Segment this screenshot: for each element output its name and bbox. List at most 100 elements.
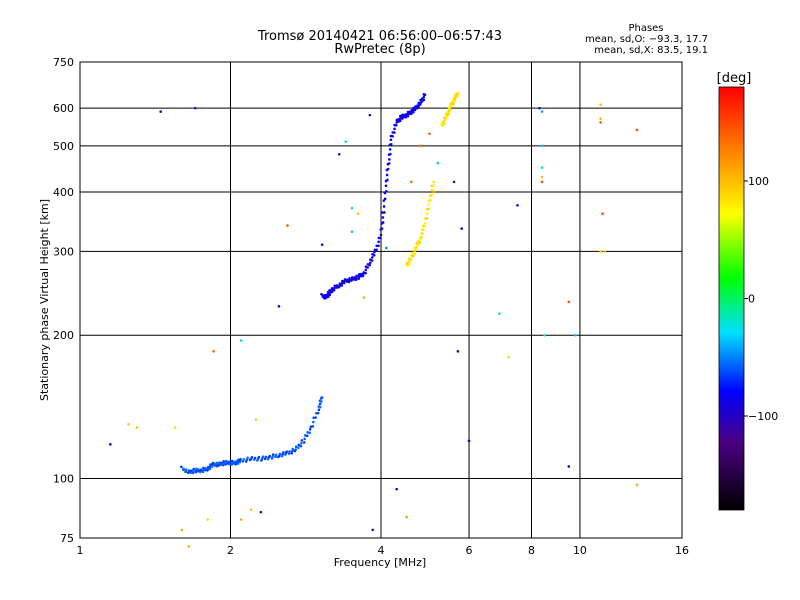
scattered-echo-point — [239, 518, 243, 521]
echo-trace-point — [443, 122, 446, 126]
echo-trace-point — [338, 284, 341, 288]
echo-trace-point — [422, 98, 426, 102]
phase-colorbar: [deg] 100 0 −100 — [717, 71, 778, 511]
echo-trace-point — [361, 274, 365, 278]
echo-trace-point — [359, 272, 363, 276]
x-tick-label: 10 — [573, 544, 587, 557]
echo-trace-point — [182, 467, 185, 471]
echo-trace-point — [187, 469, 191, 472]
echo-trace-point — [368, 261, 372, 265]
echo-trace-point — [209, 463, 212, 466]
x-axis-label: Frequency [MHz] — [334, 556, 426, 569]
y-tick-label: 600 — [53, 102, 74, 115]
echo-trace-point — [375, 248, 378, 252]
echo-trace-point — [354, 278, 358, 281]
scattered-echo-point — [567, 300, 571, 304]
scattered-echo-point — [436, 161, 440, 165]
echo-trace-point — [239, 457, 242, 461]
echo-trace-point — [330, 287, 334, 290]
echo-trace-point — [429, 198, 432, 202]
scattered-echo-point — [368, 113, 372, 117]
echo-trace-point — [303, 434, 307, 437]
echo-trace-point — [250, 455, 254, 459]
scattered-echo-point — [498, 312, 501, 315]
echo-trace-point — [211, 461, 215, 465]
y-tick-label: 400 — [53, 186, 74, 199]
scattered-echo-point — [344, 140, 348, 144]
echo-trace-point — [213, 462, 217, 466]
echo-trace-point — [417, 243, 420, 246]
echo-trace-point — [417, 101, 420, 105]
echo-trace-point — [412, 110, 415, 114]
colorbar-tick-label: 100 — [748, 175, 769, 188]
echo-trace-point — [383, 211, 386, 214]
echo-trace-point — [393, 127, 396, 131]
echo-trace-point — [348, 276, 351, 280]
scattered-echo-point — [540, 110, 544, 113]
scattered-echo-point — [159, 110, 162, 113]
y-tick-label: 200 — [53, 329, 74, 342]
y-tick-label: 100 — [53, 473, 74, 486]
echo-trace-point — [318, 402, 322, 406]
echo-trace-point — [204, 468, 207, 472]
echo-trace-point — [340, 284, 344, 287]
echo-trace-point — [257, 455, 261, 459]
echo-trace-point — [328, 293, 332, 297]
scattered-echo-point — [362, 296, 366, 299]
echo-trace-point — [294, 448, 297, 451]
echo-trace-point — [424, 222, 427, 225]
echo-trace-point — [370, 256, 374, 259]
echo-trace-point — [398, 119, 402, 123]
echo-trace-point — [201, 468, 205, 472]
echo-trace-point — [206, 465, 210, 469]
echo-trace-point — [427, 207, 430, 211]
scattered-echo-point — [567, 465, 571, 468]
scattered-echo-point — [212, 350, 215, 353]
echo-trace-point — [452, 102, 455, 105]
echo-trace-point — [246, 456, 250, 460]
scattered-echo-point — [601, 212, 604, 216]
echo-trace-point — [387, 162, 391, 165]
echo-trace-point — [422, 228, 425, 232]
echo-trace-point — [420, 232, 424, 235]
echo-trace-point — [413, 108, 417, 112]
echo-trace-point — [355, 276, 358, 280]
echo-trace-point — [320, 400, 323, 403]
echo-trace-point — [407, 262, 411, 266]
echo-trace-point — [189, 469, 193, 473]
scattered-echo-point — [249, 508, 253, 512]
scattered-echo-point — [239, 339, 243, 342]
echo-trace-point — [418, 241, 422, 244]
echo-trace-point — [278, 452, 282, 456]
echo-trace-point — [222, 459, 225, 463]
echo-trace-point — [222, 461, 225, 465]
echo-trace-point — [192, 467, 195, 471]
echo-trace-point — [357, 277, 361, 280]
scattered-echo-point — [277, 305, 281, 308]
echo-trace-point — [411, 254, 415, 258]
echo-trace-point — [395, 124, 398, 127]
echo-trace-point — [253, 456, 257, 460]
echo-trace-point — [432, 180, 436, 184]
echo-trace-point — [355, 274, 358, 278]
echo-trace-point — [316, 411, 320, 415]
echo-trace-point — [335, 286, 339, 289]
echo-trace-point — [406, 114, 410, 118]
echo-trace-point — [453, 99, 457, 102]
echo-trace-point — [308, 431, 311, 435]
echo-trace-point — [195, 467, 198, 471]
echo-trace-point — [300, 439, 304, 442]
scattered-echo-point — [635, 483, 639, 487]
echo-trace-point — [197, 468, 200, 471]
echo-trace-point — [210, 465, 214, 468]
echo-trace-point — [377, 244, 380, 248]
y-tick-label: 300 — [53, 245, 74, 258]
scattered-echo-point — [337, 152, 341, 156]
x-tick-label: 2 — [227, 544, 234, 557]
echo-trace-point — [221, 463, 225, 467]
echo-trace-point — [302, 441, 306, 444]
echo-trace-point — [382, 205, 386, 208]
phases-x-stats: mean, sd,X: 83.5, 19.1 — [594, 45, 708, 56]
colorbar-tick-label: −100 — [748, 410, 778, 423]
echo-trace-point — [343, 278, 347, 281]
